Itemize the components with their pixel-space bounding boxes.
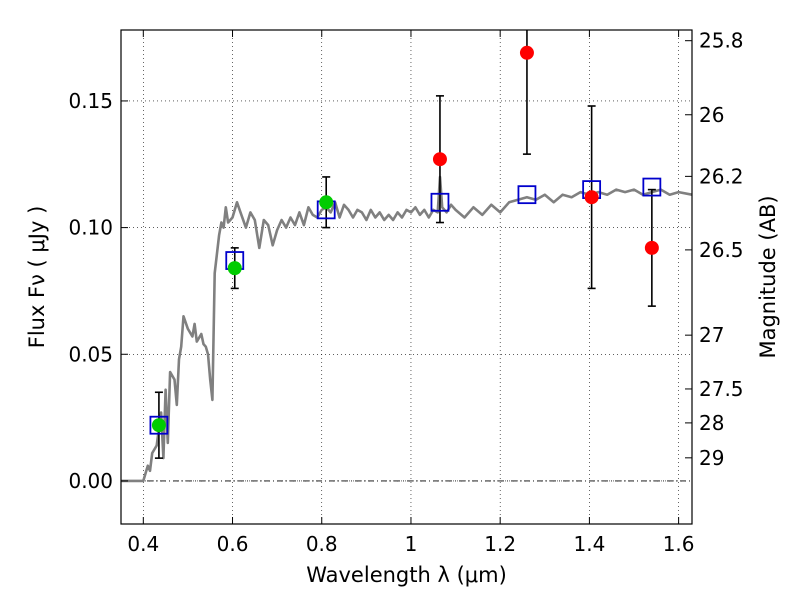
x-tick-label: 0.8 — [306, 532, 338, 556]
y-axis-label-right: Magnitude (AB) — [756, 195, 780, 358]
observation-point — [520, 46, 534, 60]
x-tick-label: 1.4 — [573, 532, 605, 556]
right-tick-label: 26 — [699, 103, 724, 127]
right-tick-label: 27.5 — [699, 377, 744, 401]
x-tick-label: 1.2 — [484, 532, 516, 556]
y-tick-label: 0.15 — [68, 89, 113, 113]
x-tick-label: 0.6 — [217, 532, 249, 556]
right-tick-label: 25.8 — [699, 29, 744, 53]
y-axis-label-left: Flux Fν ( μJy ) — [25, 206, 49, 349]
grid-lines — [121, 30, 692, 524]
observation-point — [228, 261, 242, 275]
right-tick-label: 26.2 — [699, 164, 744, 188]
observation-point — [585, 190, 599, 204]
model-spectrum-layer — [121, 177, 692, 481]
right-tick-label: 27 — [699, 323, 724, 347]
model-spectrum-line — [121, 177, 692, 481]
x-tick-label: 0.4 — [127, 532, 159, 556]
sed-chart: 0.4 0.6 0.8 1 1.2 1.4 1.6 0.00 0.05 0.10 0.15 25.8 2… — [0, 0, 800, 600]
right-tick-label: 26.5 — [699, 238, 744, 262]
x-tick-label: 1.6 — [663, 532, 695, 556]
observation-point — [645, 241, 659, 255]
plot-frame — [121, 30, 692, 524]
y-tick-label: 0.00 — [68, 469, 113, 493]
observations-layer — [152, 46, 659, 432]
observation-point — [319, 195, 333, 209]
right-tick-label: 28 — [699, 411, 724, 435]
observation-point — [152, 418, 166, 432]
right-tick-label: 29 — [699, 446, 724, 470]
error-bars-layer — [155, 30, 656, 458]
y-tick-label: 0.10 — [68, 216, 113, 240]
axis-ticks: 0.4 0.6 0.8 1 1.2 1.4 1.6 0.00 0.05 0.10 0.15 25.8 2… — [68, 29, 743, 556]
observation-point — [433, 152, 447, 166]
x-tick-label: 1 — [405, 532, 418, 556]
x-axis-label: Wavelength λ (μm) — [306, 563, 507, 587]
y-tick-label: 0.05 — [68, 342, 113, 366]
model-point — [518, 186, 535, 203]
